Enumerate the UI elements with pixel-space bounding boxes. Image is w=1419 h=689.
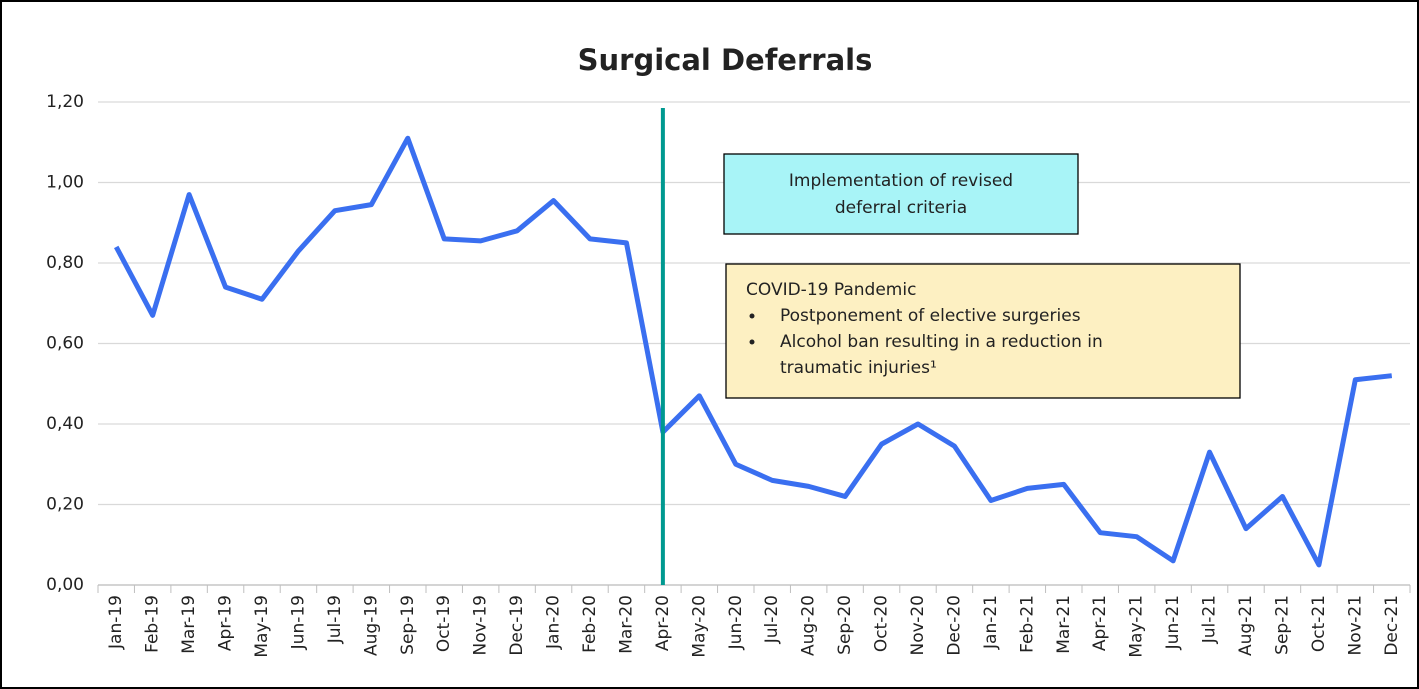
bullet: [749, 313, 755, 319]
y-tick-label: 1,20: [46, 92, 84, 112]
y-tick-label: 0,20: [46, 495, 84, 515]
x-tick-label: Jan-21: [981, 595, 1001, 650]
annotation-text: COVID-19 Pandemic: [746, 280, 916, 300]
x-tick-label: Apr-20: [653, 595, 673, 651]
x-tick-label: Jun-19: [288, 595, 308, 650]
annotation-box: [723, 153, 1079, 235]
x-tick-label: Oct-21: [1309, 595, 1329, 652]
x-tick-label: Jan-19: [106, 595, 126, 650]
x-tick-label: Sep-20: [835, 595, 855, 655]
y-tick-label: 1,00: [46, 173, 84, 193]
x-tick-label: Jul-21: [1200, 595, 1220, 644]
y-tick-label: 0,40: [46, 414, 84, 434]
annotation-text: Implementation of revised: [789, 171, 1013, 191]
x-tick-label: Aug-20: [799, 595, 819, 656]
line-series: [114, 135, 1393, 568]
bullet: [749, 339, 755, 345]
x-tick-label: Dec-19: [507, 595, 527, 656]
x-tick-label: Apr-21: [1090, 595, 1110, 651]
x-tick-label: Oct-19: [434, 595, 454, 652]
x-tick-label: May-21: [1127, 595, 1147, 658]
x-tick-label: Aug-21: [1236, 595, 1256, 656]
annotation-box: [725, 263, 1241, 399]
x-tick-label: Aug-19: [361, 595, 381, 656]
annotation-text: deferral criteria: [835, 198, 967, 218]
x-tick-label: Mar-20: [616, 595, 636, 654]
x-tick-label: Sep-21: [1272, 595, 1292, 655]
x-tick-label: Oct-20: [872, 595, 892, 652]
x-tick-label: Mar-19: [179, 595, 199, 654]
x-tick-label: Jul-19: [325, 595, 345, 644]
x-tick-label: Dec-21: [1382, 595, 1402, 656]
x-tick-label: Jul-20: [762, 595, 782, 644]
x-tick-label: Jan-20: [544, 595, 564, 650]
annotation-text: Alcohol ban resulting in a reduction in: [780, 332, 1103, 352]
x-tick-label: Feb-19: [143, 595, 163, 653]
annotation-text: traumatic injuries¹: [780, 358, 937, 378]
x-tick-label: Feb-20: [580, 595, 600, 653]
x-tick-label: Apr-19: [216, 595, 236, 651]
x-tick-label: Nov-19: [471, 595, 491, 656]
y-tick-label: 0,60: [46, 334, 84, 354]
x-tick-label: Nov-20: [908, 595, 928, 656]
y-tick-label: 0,00: [46, 575, 84, 595]
x-tick-label: Feb-21: [1017, 595, 1037, 653]
x-tick-label: Dec-20: [944, 595, 964, 656]
x-tick-label: Nov-21: [1345, 595, 1365, 656]
x-tick-label: Sep-19: [398, 595, 418, 655]
annotation-text: Postponement of elective surgeries: [780, 306, 1081, 326]
x-tick-label: May-20: [689, 595, 709, 658]
x-tick-label: May-19: [252, 595, 272, 658]
x-tick-label: Jun-21: [1163, 595, 1183, 650]
x-tick-label: Jun-20: [726, 595, 746, 650]
chart-title: Surgical Deferrals: [578, 43, 873, 77]
x-tick-label: Mar-21: [1054, 595, 1074, 654]
y-tick-label: 0,80: [46, 253, 84, 273]
